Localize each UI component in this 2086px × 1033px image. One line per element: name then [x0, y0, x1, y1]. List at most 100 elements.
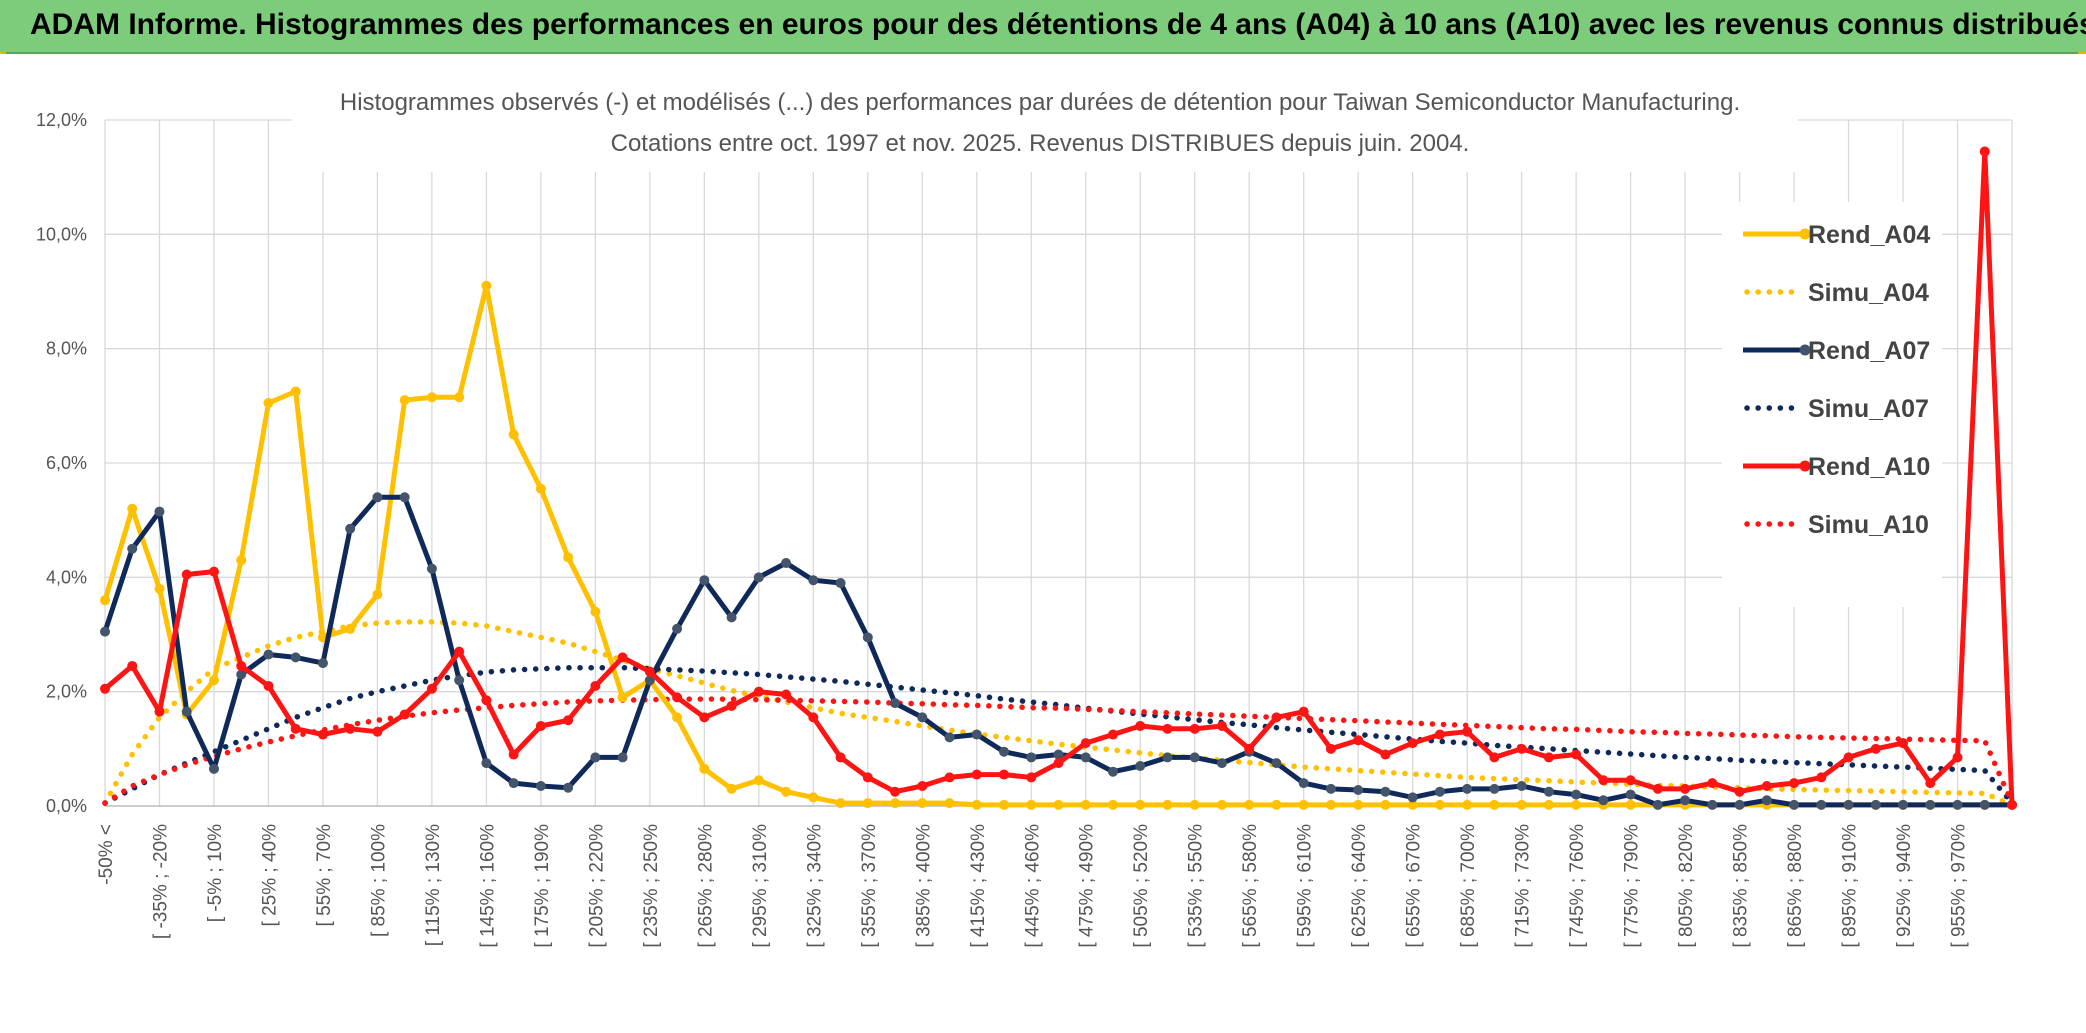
- data-point: [317, 658, 328, 669]
- data-point: [1353, 784, 1364, 795]
- data-point: [2007, 799, 2017, 810]
- data-point: [1325, 783, 1336, 794]
- data-point: [1707, 799, 1718, 810]
- data-point: [399, 395, 410, 406]
- data-point: [1789, 778, 1800, 789]
- data-point: [1952, 799, 1963, 810]
- data-point: [835, 752, 846, 763]
- data-point: [1571, 789, 1582, 800]
- data-point: [999, 799, 1010, 810]
- x-tick-label: [ 775% ; 790%: [1622, 824, 1643, 948]
- data-point: [1680, 783, 1691, 794]
- data-point: [1135, 760, 1146, 771]
- data-point: [999, 769, 1010, 780]
- data-point: [1244, 799, 1255, 810]
- data-point: [1325, 799, 1336, 810]
- x-tick-label: [ 295% ; 310%: [750, 824, 771, 948]
- legend-label: Rend_A10: [1808, 453, 1930, 481]
- x-tick-label: [ 805% ; 820%: [1676, 824, 1697, 948]
- data-point: [236, 660, 247, 671]
- data-point: [1571, 749, 1582, 760]
- data-point: [808, 712, 819, 723]
- x-tick-label: [ 625% ; 640%: [1349, 824, 1370, 948]
- data-point: [1271, 758, 1282, 769]
- data-point: [672, 712, 683, 723]
- data-point: [726, 783, 737, 794]
- x-tick-label: [ 85% ; 100%: [368, 824, 389, 937]
- x-tick-label: [ 205% ; 220%: [586, 824, 607, 948]
- data-point: [1462, 799, 1473, 810]
- y-tick-label: 8,0%: [46, 339, 87, 359]
- data-point: [563, 552, 574, 563]
- x-tick-label: [ 325% ; 340%: [804, 824, 825, 948]
- data-point: [1298, 799, 1309, 810]
- report-title: ADAM Informe. Histogrammes des performan…: [30, 8, 2086, 41]
- data-point: [971, 769, 982, 780]
- y-tick-label: 2,0%: [46, 682, 87, 702]
- data-point: [263, 649, 274, 660]
- data-point: [971, 729, 982, 740]
- data-point: [236, 669, 247, 680]
- data-point: [563, 715, 574, 726]
- data-point: [317, 729, 328, 740]
- data-point: [1107, 729, 1118, 740]
- data-point: [1434, 786, 1445, 797]
- data-point: [781, 786, 792, 797]
- chart-title-line-2: Cotations entre oct. 1997 et nov. 2025. …: [611, 130, 1470, 157]
- data-point: [1107, 766, 1118, 777]
- legend-background: [1722, 202, 1942, 607]
- y-tick-label: 6,0%: [46, 453, 87, 473]
- data-point: [535, 780, 546, 791]
- legend-item-Rend_A07: Rend_A07: [1743, 337, 1930, 365]
- data-point: [617, 752, 628, 763]
- data-point: [862, 632, 873, 643]
- data-point: [426, 683, 437, 694]
- y-tick-label: 4,0%: [46, 567, 87, 587]
- data-point: [808, 792, 819, 803]
- data-point: [1380, 799, 1391, 810]
- data-point: [1353, 799, 1364, 810]
- series-Rend_A10: [100, 146, 2017, 810]
- data-point: [590, 752, 601, 763]
- data-point: [944, 732, 955, 743]
- data-point: [1925, 778, 1936, 789]
- data-point: [944, 798, 955, 809]
- data-point: [862, 798, 873, 809]
- data-point: [1271, 799, 1282, 810]
- y-tick-label: 0,0%: [46, 796, 87, 816]
- data-point: [1843, 752, 1854, 763]
- data-point: [1816, 799, 1827, 810]
- x-tick-label: [ 925% ; 940%: [1894, 824, 1915, 948]
- data-point: [1080, 799, 1091, 810]
- data-point: [481, 758, 492, 769]
- data-point: [1107, 799, 1118, 810]
- data-point: [535, 720, 546, 731]
- data-point: [1898, 738, 1909, 749]
- data-point: [1162, 723, 1173, 734]
- data-point: [1462, 783, 1473, 794]
- data-point: [563, 782, 574, 793]
- x-tick-label: [ 115% ; 130%: [423, 824, 444, 946]
- data-point: [1026, 772, 1037, 783]
- data-point: [1080, 738, 1091, 749]
- x-tick-label: [ 565% ; 580%: [1240, 824, 1261, 948]
- data-point: [1652, 783, 1663, 794]
- data-point: [1407, 792, 1418, 803]
- data-point: [345, 623, 356, 634]
- x-tick-label: [ 475% ; 490%: [1077, 824, 1098, 948]
- legend-marker: [1799, 460, 1811, 472]
- data-point: [1979, 799, 1990, 810]
- data-point: [535, 483, 546, 494]
- data-point: [1434, 729, 1445, 740]
- x-tick-label: [ 745% ; 760%: [1567, 824, 1588, 948]
- data-point: [699, 575, 710, 586]
- x-tick-label: [ 865% ; 880%: [1785, 824, 1806, 948]
- data-point: [1680, 795, 1691, 806]
- x-tick-label: [ -35% ; -20%: [150, 824, 171, 939]
- data-point: [835, 578, 846, 589]
- data-point: [1135, 799, 1146, 810]
- data-point: [372, 589, 383, 600]
- data-point: [753, 775, 764, 786]
- x-tick-label: [ 655% ; 670%: [1404, 824, 1425, 948]
- data-point: [1216, 799, 1227, 810]
